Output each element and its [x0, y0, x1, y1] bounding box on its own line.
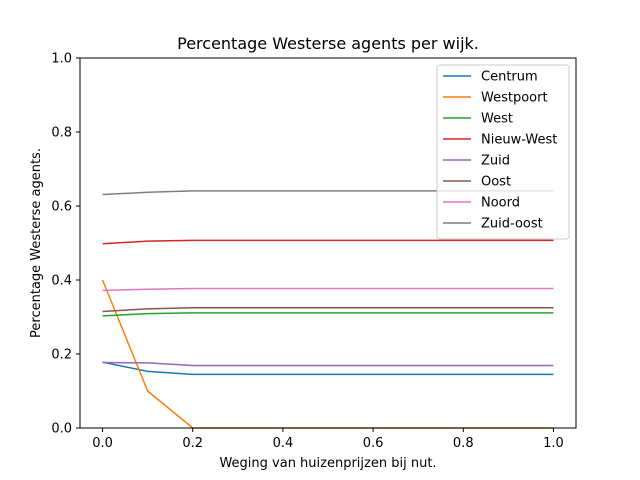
x-axis-label: Weging van huizenprijzen bij nut. [219, 456, 436, 471]
legend: Centrum Westpoort West Nieuw-West Zuid Oost No… [436, 64, 570, 240]
x-tick-label: 0.2 [182, 436, 203, 451]
chart-title: Percentage Westerse agents per wijk. [177, 34, 479, 53]
y-tick-label: 1.0 [51, 52, 72, 67]
y-tick-label: 0.2 [51, 348, 72, 363]
legend-item-label: Nieuw-West [481, 133, 557, 148]
x-tick-label: 0.4 [273, 436, 294, 451]
series-line-6 [102, 287, 554, 292]
legend-item-label: Oost [481, 175, 511, 190]
y-tick-label: 0.0 [51, 422, 72, 437]
y-tick-label: 0.8 [51, 126, 72, 141]
x-tick-label: 0.8 [453, 436, 474, 451]
y-axis: 0.0 0.2 0.4 0.6 0.8 1.0 [51, 52, 80, 437]
legend-box [436, 64, 570, 240]
legend-item-label: Westpoort [481, 91, 548, 106]
x-tick-label: 0.0 [92, 436, 113, 451]
legend-item-label: Zuid-oost [481, 217, 543, 232]
y-tick-label: 0.4 [51, 274, 72, 289]
series-line-0 [102, 361, 554, 376]
plot-frame [79, 57, 577, 429]
x-tick-label: 1.0 [543, 436, 564, 451]
legend-item-label: Centrum [481, 70, 538, 85]
x-tick-label: 0.6 [363, 436, 384, 451]
legend-item-label: Noord [481, 196, 520, 211]
x-axis: 0.0 0.2 0.4 0.6 0.8 1.0 [92, 428, 564, 451]
y-tick-label: 0.6 [51, 200, 72, 215]
y-axis-label: Percentage Westerse agents. [29, 148, 44, 338]
legend-item-label: West [481, 112, 513, 127]
series-line-2 [102, 312, 554, 317]
series-line-4 [102, 361, 554, 367]
series-line-3 [102, 239, 554, 245]
legend-item-label: Zuid [481, 154, 510, 169]
series-line-5 [102, 307, 554, 313]
